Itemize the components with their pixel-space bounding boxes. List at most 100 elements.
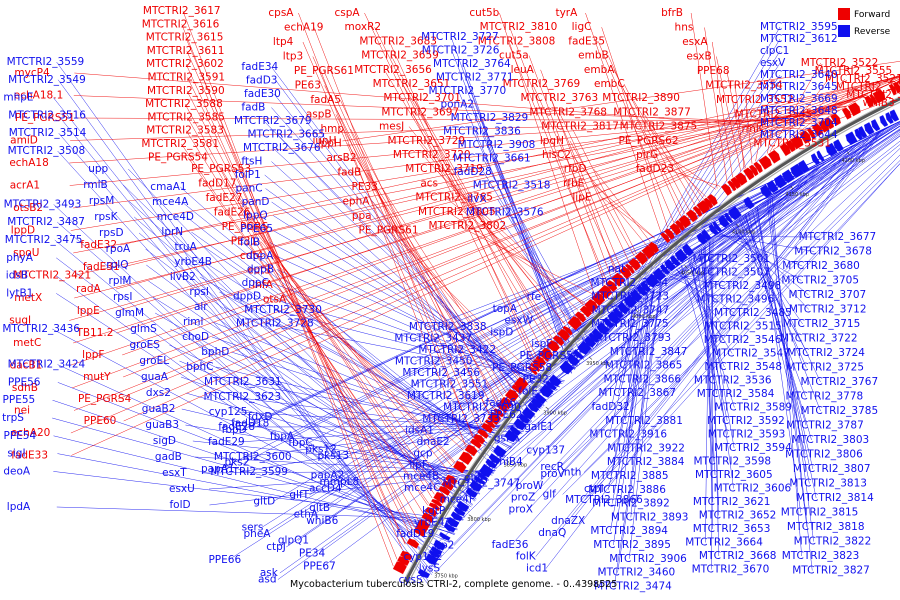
forward-gene-label: MTCTRI2_3808	[478, 35, 556, 47]
reverse-gene-arrow	[670, 254, 681, 267]
reverse-connector-line	[705, 242, 710, 543]
reverse-connector-line	[678, 267, 733, 354]
reverse-gene-label: alr	[194, 301, 208, 313]
forward-gene-arrow	[674, 220, 685, 232]
forward-connector-line	[347, 143, 500, 402]
reverse-connector-line	[52, 399, 455, 535]
reverse-gene-label: MTCTRI2_3631	[204, 376, 282, 388]
forward-gene-arrow	[473, 433, 486, 445]
forward-gene-arrow	[785, 140, 796, 153]
forward-gene-arrow	[864, 95, 874, 108]
forward-gene-arrow	[743, 167, 755, 181]
reverse-connector-line	[618, 305, 637, 394]
reverse-gene-label: dnaE2	[417, 436, 450, 448]
reverse-gene-label: ispF	[531, 338, 552, 350]
tick-mark	[588, 356, 593, 360]
reverse-gene-label: rpsK	[94, 211, 118, 223]
forward-gene-label: metX	[14, 292, 42, 304]
reverse-gene-arrow	[439, 531, 451, 541]
forward-gene-arrow	[529, 362, 541, 373]
forward-gene-arrow	[406, 538, 420, 549]
reverse-connector-line	[337, 121, 900, 457]
reverse-gene-label: dppD	[233, 291, 261, 303]
reverse-gene-label: MTCTRI2_3678	[794, 246, 872, 258]
reverse-gene-label: fadE28	[218, 421, 255, 433]
backbone-inner-shadow	[407, 101, 900, 584]
forward-connector-line	[413, 98, 553, 339]
reverse-gene-label: MTCTRI2_3518	[473, 180, 551, 192]
reverse-gene-label: yrbE4A	[414, 517, 453, 529]
reverse-gene-label: proV	[540, 468, 565, 480]
reverse-gene-label: glfT	[289, 489, 309, 501]
reverse-gene-label: MTCTRI2_3619	[407, 390, 485, 402]
reverse-gene-label: PPE65	[240, 223, 273, 235]
forward-gene-label: fadE26	[214, 207, 251, 219]
reverse-gene-label: mce4C	[404, 482, 440, 494]
reverse-gene-label: MTCTRI2_3818	[787, 521, 865, 533]
reverse-gene-label: MTCTRI2_3705	[781, 275, 859, 287]
reverse-gene-label: MTCTRI2_3885	[591, 470, 669, 482]
tick-mark	[545, 406, 550, 410]
forward-gene-label: mutY	[83, 371, 111, 383]
reverse-gene-label: MTCTRI2_3547	[712, 348, 790, 360]
reverse-gene-label: sigD	[153, 435, 176, 447]
reverse-gene-label: MTCTRI2_3775	[591, 318, 669, 330]
reverse-gene-label: cyp142	[403, 551, 442, 563]
reverse-connector-line	[219, 291, 512, 449]
reverse-gene-label: PPE62	[490, 409, 523, 421]
reverse-gene-arrow	[474, 475, 486, 485]
forward-connector-line	[187, 77, 411, 536]
reverse-gene-label: gltB	[309, 502, 330, 514]
forward-gene-arrow	[453, 460, 467, 474]
forward-connector-line	[302, 41, 474, 437]
reverse-gene-arrow	[485, 458, 498, 469]
reverse-gene-label: MTCTRI2_3829	[451, 112, 529, 124]
forward-gene-label: MTCTRI2_3768	[529, 106, 607, 118]
reverse-connector-line	[617, 281, 663, 573]
reverse-gene-label: MTCTRI2_3886	[588, 484, 666, 496]
forward-gene-label: leuA	[511, 64, 535, 76]
forward-gene-arrow	[527, 365, 538, 376]
forward-gene-label: rfbE	[563, 177, 584, 189]
reverse-gene-label: MTCTRI2_3814	[796, 492, 874, 504]
reverse-connector-line	[185, 392, 490, 481]
reverse-gene-arrow	[871, 119, 881, 132]
reverse-gene-label: MTCTRI2_3661	[453, 153, 531, 165]
reverse-gene-label: MTCTRI2_3908	[458, 139, 536, 151]
reverse-gene-arrow	[858, 126, 868, 139]
forward-gene-label: MTCTRI2_3656	[354, 64, 432, 76]
reverse-gene-arrow	[728, 206, 742, 221]
reverse-gene-label: MTCTRI2_3605	[695, 469, 773, 481]
forward-gene-arrow	[720, 183, 732, 196]
forward-gene-labels: MTCTRI2_3617MTCTRI2_3616MTCTRI2_3615MTCT…	[9, 5, 900, 462]
tick-mark	[435, 571, 440, 575]
reverse-gene-label: glpQ1	[278, 535, 309, 547]
reverse-connector-line	[748, 212, 806, 455]
forward-gene-arrow	[830, 113, 841, 126]
forward-gene-arrow	[433, 491, 447, 504]
reverse-gene-arrow	[798, 159, 810, 173]
forward-connector-line	[435, 169, 579, 311]
reverse-gene-arrow	[660, 263, 671, 275]
reverse-connector-line	[192, 440, 494, 474]
reverse-gene-label: MTCTRI2_3823	[782, 550, 860, 562]
reverse-gene-label: MTCTRI2_3815	[781, 507, 859, 519]
reverse-gene-label: fadE36	[492, 539, 529, 551]
reverse-gene-label: lysS	[419, 563, 441, 575]
forward-gene-arrow	[552, 335, 565, 347]
reverse-gene-label: MTCTRI2_3640	[760, 69, 838, 81]
forward-gene-label: fadE35	[568, 35, 605, 47]
reverse-gene-arrow	[446, 516, 460, 528]
reverse-connector-line	[134, 216, 473, 506]
forward-gene-label: bfrB	[661, 7, 683, 19]
forward-gene-arrow	[628, 258, 641, 271]
reverse-gene-label: rplM	[109, 275, 132, 287]
reverse-gene-label: dnaZX	[551, 515, 585, 527]
reverse-gene-arrow	[724, 212, 734, 224]
reverse-connector-line	[693, 254, 728, 422]
reverse-gene-label: MTCTRI2_3600	[214, 451, 292, 463]
reverse-gene-label: MTCTRI2_3771	[436, 72, 514, 84]
reverse-gene-label: trpS	[2, 412, 24, 424]
reverse-gene-label: MTCTRI2_3836	[443, 126, 521, 138]
forward-connector-line	[74, 72, 806, 130]
